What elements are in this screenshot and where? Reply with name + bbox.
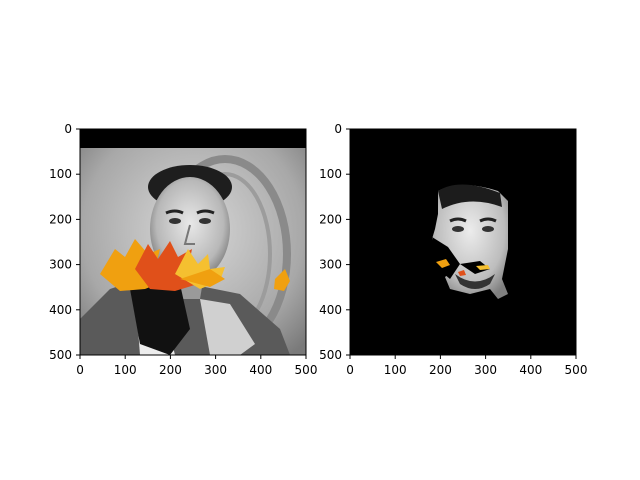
left-x-tick-label: 0 [76, 363, 84, 377]
left-y-tick-label: 100 [49, 167, 72, 181]
right-y-tick-label: 400 [319, 303, 342, 317]
left-photo [80, 129, 306, 355]
left-x-tick-label: 500 [295, 363, 318, 377]
left-y-ticks: 0 100 200 300 400 500 [49, 122, 80, 362]
left-y-tick-label: 300 [49, 258, 72, 272]
left-x-tick-label: 400 [249, 363, 272, 377]
right-y-ticks: 0 100 200 300 400 500 [319, 122, 350, 362]
right-y-tick-label: 0 [334, 122, 342, 136]
right-x-tick-label: 500 [565, 363, 588, 377]
right-x-tick-label: 400 [519, 363, 542, 377]
right-photo [350, 129, 576, 355]
left-y-tick-label: 0 [64, 122, 72, 136]
right-x-tick-label: 200 [429, 363, 452, 377]
right-y-tick-label: 500 [319, 348, 342, 362]
right-x-ticks: 0 100 200 300 400 500 [346, 355, 587, 377]
left-x-tick-label: 200 [159, 363, 182, 377]
right-y-tick-label: 200 [319, 212, 342, 226]
left-y-tick-label: 500 [49, 348, 72, 362]
left-image-panel: 0 100 200 300 400 500 0 100 200 300 400 … [49, 122, 317, 377]
left-x-ticks: 0 100 200 300 400 500 [76, 355, 317, 377]
left-y-tick-label: 400 [49, 303, 72, 317]
right-x-tick-label: 100 [384, 363, 407, 377]
right-image-panel: 0 100 200 300 400 500 0 100 200 300 400 … [319, 122, 587, 377]
right-axes: 0 100 200 300 400 500 0 100 200 300 400 … [319, 122, 587, 377]
left-x-tick-label: 100 [114, 363, 137, 377]
right-x-tick-label: 0 [346, 363, 354, 377]
right-y-tick-label: 300 [319, 258, 342, 272]
left-axes: 0 100 200 300 400 500 0 100 200 300 400 … [49, 122, 317, 377]
left-x-tick-label: 300 [204, 363, 227, 377]
right-x-tick-label: 300 [474, 363, 497, 377]
right-y-tick-label: 100 [319, 167, 342, 181]
left-y-tick-label: 200 [49, 212, 72, 226]
